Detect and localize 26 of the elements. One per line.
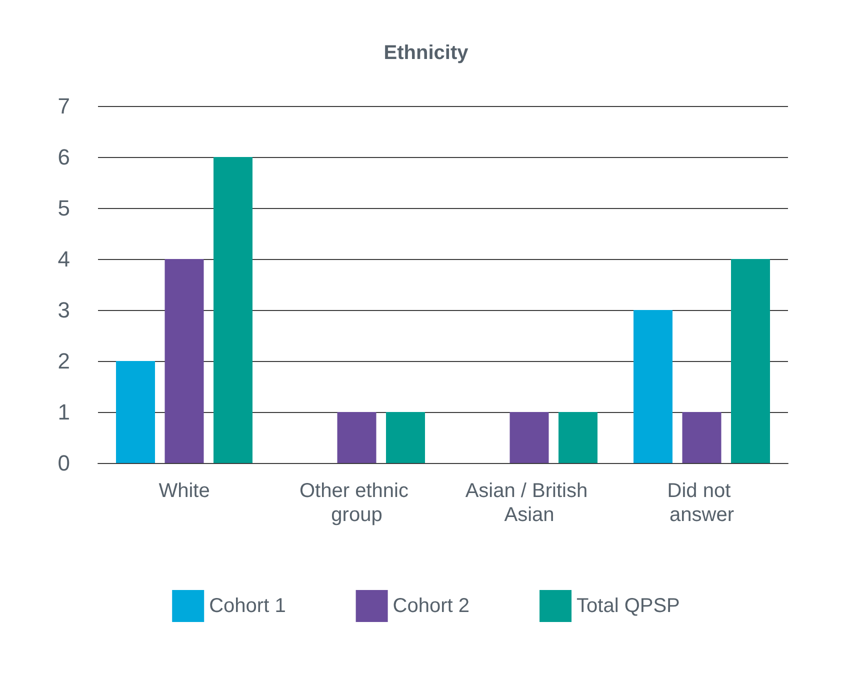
y-tick-label: 1 — [58, 400, 70, 424]
y-tick-label: 4 — [58, 246, 70, 272]
y-tick-label: 7 — [58, 94, 70, 118]
y-tick-label: 6 — [58, 144, 70, 170]
bar — [214, 157, 252, 463]
bar — [731, 259, 770, 463]
x-tick-label: Other ethnic group — [299, 480, 414, 526]
bar — [510, 412, 549, 463]
y-tick-label: 0 — [58, 450, 70, 476]
x-tick-label: Did not answer — [667, 480, 736, 526]
chart-title: Ethnicity — [384, 42, 470, 64]
y-tick-label: 2 — [58, 348, 70, 374]
bar — [682, 412, 722, 463]
bar — [558, 412, 598, 463]
legend-label: Cohort 2 — [392, 595, 470, 617]
bar — [116, 361, 155, 463]
y-tick-label: 3 — [58, 298, 70, 322]
y-tick-label: 5 — [58, 196, 70, 220]
x-tick-label: White — [158, 480, 210, 502]
legend-label: Cohort 1 — [209, 595, 286, 617]
bar — [634, 310, 672, 463]
legend-label: Total QPSP — [576, 595, 680, 617]
bar — [337, 412, 376, 463]
x-tick-label: Asian / British Asian — [465, 480, 594, 526]
bar — [164, 259, 204, 463]
bar — [386, 412, 425, 463]
